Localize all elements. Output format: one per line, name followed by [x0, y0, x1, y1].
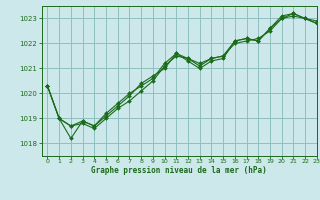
X-axis label: Graphe pression niveau de la mer (hPa): Graphe pression niveau de la mer (hPa): [91, 166, 267, 175]
